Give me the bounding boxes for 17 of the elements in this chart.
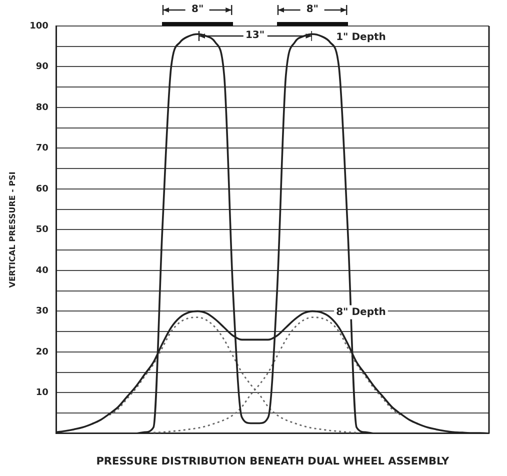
- y-tick-label: 70: [36, 144, 48, 154]
- x-axis-title: PRESSURE DISTRIBUTION BENEATH DUAL WHEEL ASSEMBLY: [96, 455, 450, 468]
- y-tick-label: 30: [36, 306, 48, 317]
- series-label: 8" Depth: [336, 306, 386, 318]
- annotation: 13": [244, 29, 266, 43]
- y-tick-label: 20: [36, 347, 48, 358]
- text: 8": [305, 3, 320, 17]
- y-tick-label: 50: [36, 225, 48, 236]
- y-tick-label: 60: [36, 184, 48, 194]
- y-axis-title: VERTICAL PRESSURE - PSI: [8, 172, 17, 288]
- y-tick-label: 90: [36, 62, 48, 72]
- y-tick-label: 80: [36, 102, 48, 113]
- y-tick-label: 100: [30, 21, 48, 32]
- text: 8": [190, 3, 205, 17]
- series-label: 1" Depth: [336, 32, 386, 43]
- y-tick-label: 40: [36, 266, 48, 276]
- y-tick-label: 10: [36, 388, 48, 398]
